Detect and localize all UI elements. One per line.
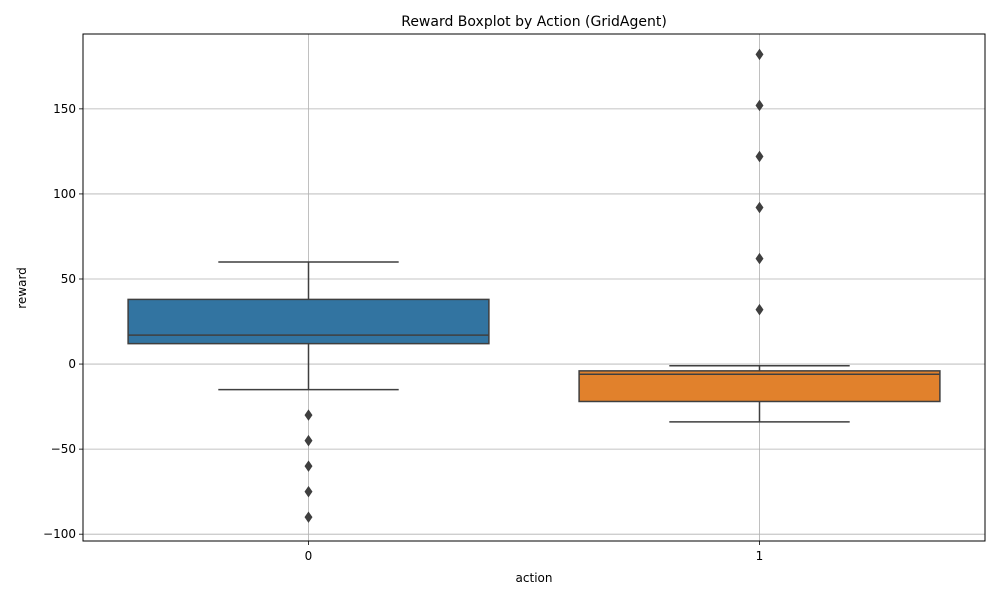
- outlier-point: [755, 99, 764, 112]
- y-tick-label: 150: [53, 102, 76, 116]
- outlier-point: [304, 409, 313, 421]
- chart-title: Reward Boxplot by Action (GridAgent): [401, 14, 667, 30]
- box-group-1: [578, 48, 941, 423]
- y-tick-label: −100: [43, 527, 76, 541]
- grid: [83, 34, 985, 541]
- x-tick-label: 0: [305, 549, 313, 563]
- x-tick-label: 1: [756, 549, 764, 563]
- y-axis-label: reward: [15, 267, 29, 309]
- y-tick-label: 0: [68, 357, 76, 371]
- y-tick-label: 50: [61, 272, 76, 286]
- box-iqr: [578, 370, 941, 403]
- plot-frame: [82, 33, 986, 542]
- x-axis-label: action: [516, 571, 553, 585]
- ticks: −100 −50 0 50 100 150 0 1: [43, 102, 763, 563]
- y-tick-label: 100: [53, 187, 76, 201]
- box-iqr: [127, 298, 490, 345]
- outlier-point: [755, 303, 764, 316]
- y-tick-label: −50: [51, 442, 76, 456]
- outlier-point: [755, 252, 764, 265]
- box-group-0: [127, 261, 490, 523]
- outlier-point: [755, 150, 764, 163]
- boxes: [127, 48, 941, 523]
- outlier-point: [304, 460, 313, 472]
- outlier-point: [304, 434, 313, 447]
- outlier-point: [304, 511, 313, 523]
- outlier-point: [755, 48, 764, 61]
- outlier-point: [755, 201, 764, 214]
- outlier-point: [304, 485, 313, 498]
